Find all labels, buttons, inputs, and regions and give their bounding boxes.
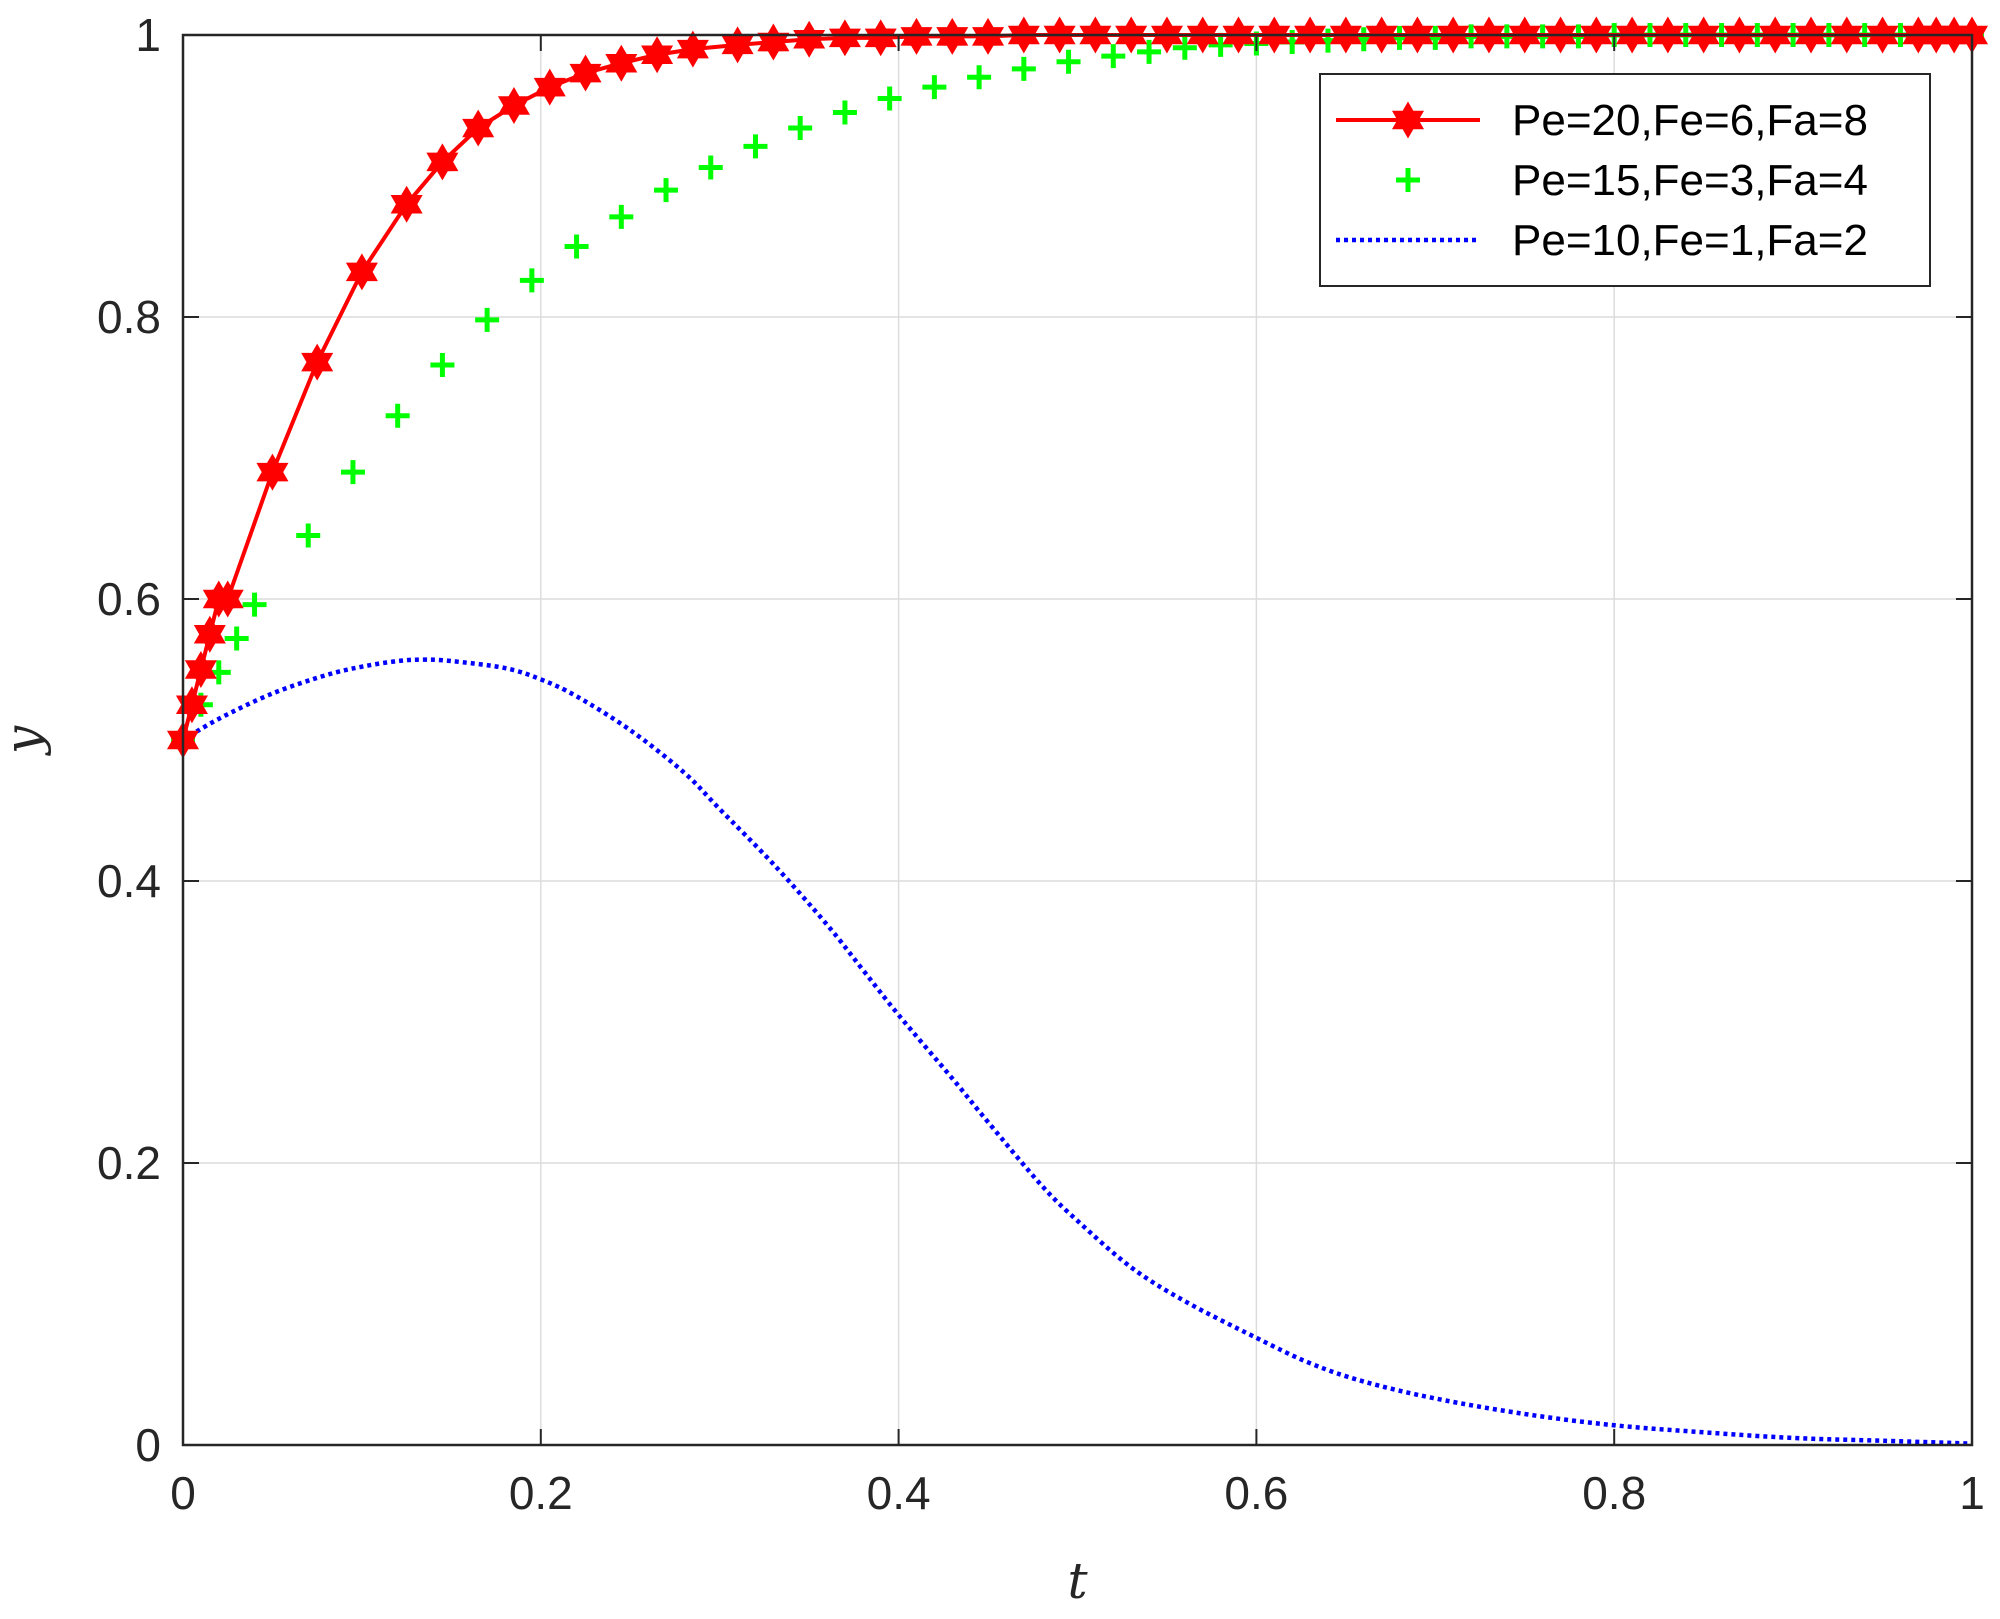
data-point xyxy=(184,651,217,688)
data-point xyxy=(1011,56,1036,81)
data-point xyxy=(1137,39,1162,64)
tick-labels: 0 0.2 0.4 0.6 0.8 1 0 0.2 0.4 0.6 0.8 1 xyxy=(97,9,1985,1519)
y-tick-label: 1 xyxy=(135,9,161,61)
legend-label: Pe=10,Fe=1,Fa=2 xyxy=(1512,216,1868,265)
legend: Pe=20,Fe=6,Fa=8 Pe=15,Fe=3,Fa=4 Pe=10,Fe=1… xyxy=(1319,73,1931,287)
data-point xyxy=(1172,35,1197,60)
data-point xyxy=(967,65,992,90)
data-point xyxy=(828,19,861,57)
data-point xyxy=(864,19,897,57)
legend-items: Pe=20,Fe=6,Fa=8 Pe=15,Fe=3,Fa=4 Pe=10,Fe=1… xyxy=(1336,96,1868,265)
data-point xyxy=(569,54,602,92)
data-point xyxy=(698,155,723,180)
data-point xyxy=(654,178,679,203)
data-point xyxy=(390,185,423,223)
x-tick-label: 1 xyxy=(1959,1467,1985,1519)
data-point xyxy=(1101,44,1126,69)
x-tick-label: 0.2 xyxy=(509,1467,573,1519)
data-point xyxy=(641,36,674,74)
legend-item: Pe=15,Fe=3,Fa=4 xyxy=(1396,156,1868,205)
legend-item: Pe=10,Fe=1,Fa=2 xyxy=(1336,216,1868,265)
data-point xyxy=(922,75,947,100)
data-point xyxy=(175,686,208,724)
data-point xyxy=(972,17,1005,55)
data-point xyxy=(519,268,544,293)
data-point xyxy=(832,100,857,125)
data-point xyxy=(345,253,378,291)
data-point xyxy=(475,307,500,332)
data-point xyxy=(426,143,459,181)
data-point xyxy=(1056,49,1081,74)
data-point xyxy=(224,626,249,651)
axes-frame xyxy=(181,33,1974,1447)
data-point xyxy=(256,453,289,491)
data-point xyxy=(609,204,634,229)
data-point xyxy=(301,343,334,381)
x-tick-label: 0.4 xyxy=(867,1467,931,1519)
y-tick-label: 0.6 xyxy=(97,573,161,625)
legend-item: Pe=20,Fe=6,Fa=8 xyxy=(1336,96,1868,145)
legend-marker xyxy=(1396,168,1420,192)
data-point xyxy=(793,20,826,58)
x-axis-label: t xyxy=(1067,1552,1088,1610)
x-tick-label: 0 xyxy=(170,1467,196,1519)
data-point xyxy=(242,592,267,617)
data-point xyxy=(497,87,530,124)
data-point xyxy=(877,86,902,111)
legend-box xyxy=(1319,73,1931,287)
y-tick-label: 0 xyxy=(135,1419,161,1471)
y-axis-label: y xyxy=(0,725,52,756)
data-point xyxy=(605,44,638,82)
series-3 xyxy=(181,657,1973,1446)
x-tick-label: 0.6 xyxy=(1224,1467,1288,1519)
data-point xyxy=(385,403,410,428)
data-point xyxy=(430,352,455,377)
data-point xyxy=(564,234,589,259)
data-point xyxy=(211,580,244,618)
legend-label: Pe=15,Fe=3,Fa=4 xyxy=(1512,156,1868,205)
data-point xyxy=(900,17,933,55)
legend-label: Pe=20,Fe=6,Fa=8 xyxy=(1512,96,1868,145)
data-point xyxy=(936,17,969,55)
series-line xyxy=(181,657,1973,1446)
y-tick-label: 0.4 xyxy=(97,855,161,907)
data-point xyxy=(296,523,321,548)
data-point xyxy=(533,68,566,106)
y-tick-label: 0.8 xyxy=(97,291,161,343)
data-point xyxy=(340,460,365,485)
data-point xyxy=(757,23,790,61)
plot-frame xyxy=(181,33,1974,1447)
data-point xyxy=(788,116,813,141)
legend-marker xyxy=(1391,101,1425,139)
data-point xyxy=(193,615,226,653)
data-point xyxy=(743,134,768,159)
data-point xyxy=(676,30,709,68)
x-tick-label: 0.8 xyxy=(1582,1467,1646,1519)
data-point xyxy=(462,109,495,147)
data-point xyxy=(721,26,754,64)
y-tick-label: 0.2 xyxy=(97,1137,161,1189)
